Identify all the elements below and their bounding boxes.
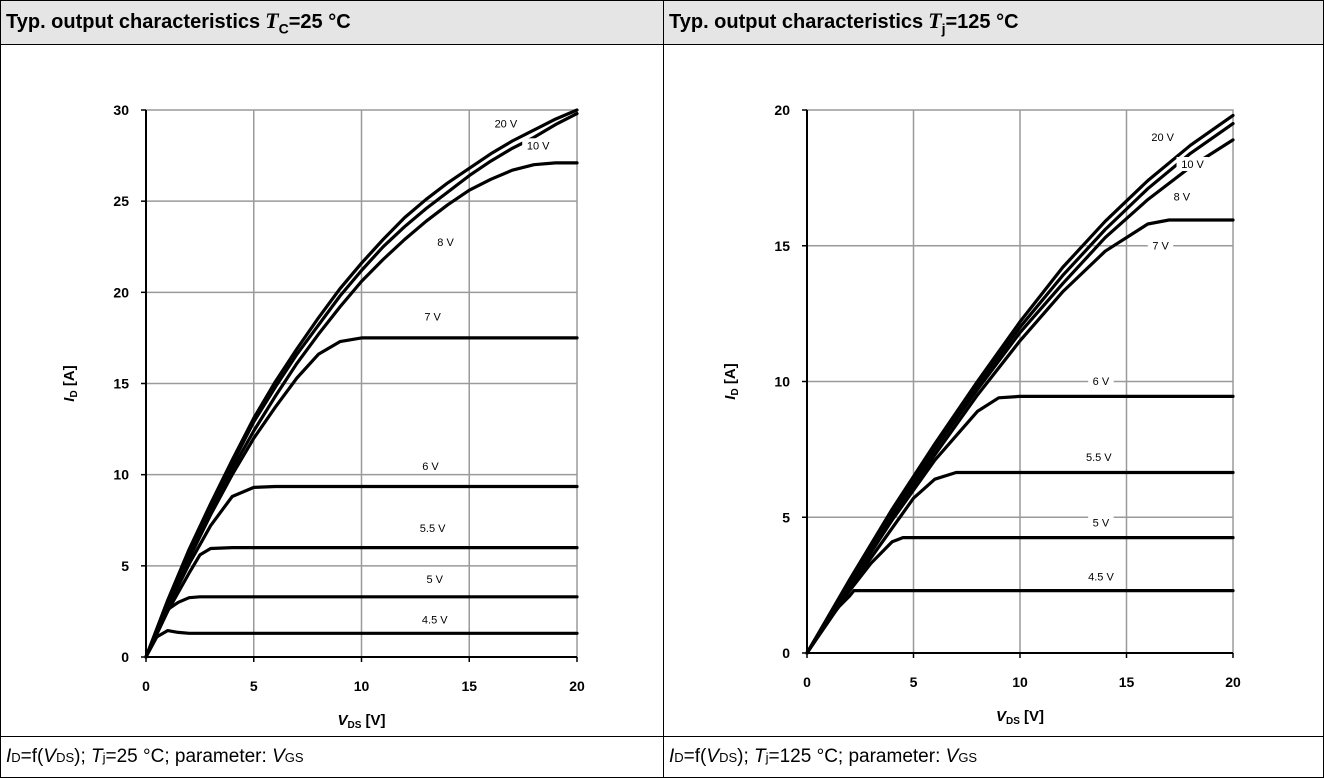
temperature-value: =25 °C — [288, 11, 351, 33]
curve-label: 20 V — [495, 118, 518, 130]
header-divider — [1, 44, 1323, 45]
curve-label-bg — [1176, 157, 1209, 172]
series-line-5-v — [805, 536, 1235, 655]
curve-label: 7 V — [424, 312, 441, 324]
curve-label: 10 V — [527, 140, 550, 152]
output-characteristics-chart-125c: 0 5 10 15 20 0 5 10 15 20 VDS [V] ID [A] 20 V 10 V 8 V… — [722, 102, 1241, 727]
curve-label: 7 V — [1152, 240, 1169, 252]
curve-label-bg — [1079, 450, 1119, 465]
x-axis-label: VDS [V] — [996, 708, 1044, 727]
curve-label-bg — [413, 521, 452, 536]
y-tick-label: 30 — [113, 102, 129, 118]
curve-label-bg — [1088, 515, 1114, 530]
series-line-4-5-v — [805, 588, 1235, 655]
output-characteristics-chart-25c: 0 5 10 15 20 0 5 10 15 20 25 30 VDS [V] ID [A] 20 V 10 … — [61, 102, 585, 731]
y-tick-label: 15 — [774, 238, 790, 254]
x-tick-label: 15 — [1119, 674, 1135, 690]
series-line-10-v — [144, 111, 579, 659]
x-tick-label: 5 — [250, 678, 258, 694]
curve-label: 6 V — [422, 461, 439, 473]
curve-label-bg — [422, 572, 448, 587]
caption-divider — [1, 736, 1323, 737]
x-tick-label: 15 — [461, 678, 477, 694]
y-tick-label: 20 — [774, 102, 790, 118]
series-line-5-5-v — [805, 470, 1235, 655]
temperature-value: =125 °C — [945, 11, 1019, 33]
curve-label-bg — [1147, 238, 1174, 253]
curve-label: 5 V — [1093, 517, 1110, 529]
y-tick-label: 5 — [121, 558, 129, 574]
y-tick-label: 5 — [782, 509, 790, 525]
series-line-6-v — [805, 394, 1235, 655]
series-line-5-5-v — [144, 546, 579, 659]
x-tick-label: 10 — [354, 678, 370, 694]
temperature-symbol: TC — [265, 8, 289, 37]
x-tick-label: 20 — [569, 678, 585, 694]
curve-label-bg — [419, 309, 446, 324]
y-axis-label: ID [A] — [61, 365, 80, 401]
series-line-7-v — [144, 336, 579, 659]
panel-header-right: Typ. output characteristics Tj =125 °C — [664, 1, 1323, 44]
curve-label: 5.5 V — [420, 523, 446, 535]
curve-label: 8 V — [1174, 192, 1191, 204]
curve-label-bg — [489, 116, 522, 131]
curve-label: 8 V — [437, 237, 454, 249]
x-tick-label: 10 — [1012, 674, 1028, 690]
x-tick-label: 5 — [910, 674, 918, 690]
curve-label-bg — [1088, 374, 1114, 389]
curve-label-bg — [1146, 129, 1179, 144]
series-line-6-v — [144, 484, 579, 659]
series-line-5-v — [144, 595, 579, 659]
curve-label: 10 V — [1181, 159, 1204, 171]
x-tick-label: 0 — [142, 678, 150, 694]
panel-header-left: Typ. output characteristics TC =25 °C — [1, 1, 663, 44]
curve-label: 5.5 V — [1086, 452, 1112, 464]
y-tick-label: 10 — [113, 467, 129, 483]
y-tick-label: 20 — [113, 284, 129, 300]
x-axis-label: VDS [V] — [337, 712, 385, 731]
series-line-8-v — [144, 161, 579, 659]
panel-title: Typ. output characteristics — [6, 11, 261, 33]
series-line-4-5-v — [144, 628, 579, 659]
y-tick-label: 0 — [121, 649, 129, 665]
curve-label-bg — [522, 138, 555, 153]
y-tick-label: 0 — [782, 645, 790, 661]
y-axis-label: ID [A] — [722, 363, 741, 399]
curve-label: 6 V — [1093, 376, 1110, 388]
y-tick-label: 10 — [774, 374, 790, 390]
curve-label: 4.5 V — [422, 614, 448, 626]
curve-label: 5 V — [427, 574, 444, 586]
curve-label-bg — [1169, 189, 1195, 204]
curve-label-bg — [415, 612, 455, 627]
curve-label-bg — [432, 234, 459, 249]
panel-divider — [663, 1, 664, 777]
curve-label-bg — [1081, 569, 1121, 584]
temperature-symbol: Tj — [928, 8, 946, 37]
curve-label-bg — [417, 459, 444, 474]
y-tick-label: 25 — [113, 193, 129, 209]
y-tick-label: 15 — [113, 376, 129, 392]
curve-label: 4.5 V — [1088, 572, 1114, 584]
x-tick-label: 0 — [803, 674, 811, 690]
x-tick-label: 20 — [1225, 674, 1241, 690]
panel-title: Typ. output characteristics — [669, 11, 924, 33]
curve-label: 20 V — [1151, 132, 1174, 144]
